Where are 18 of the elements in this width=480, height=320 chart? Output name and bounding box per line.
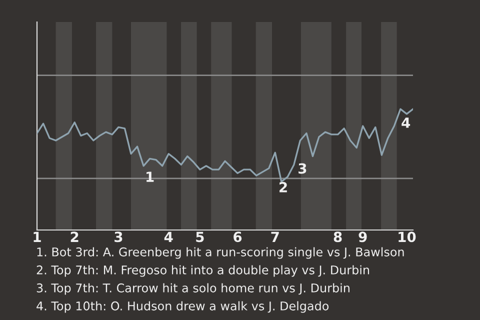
annotation: 4	[402, 118, 410, 128]
annotation: 2	[280, 182, 287, 192]
x-tick-label: 2	[70, 232, 78, 242]
x-tick-label: 6	[234, 232, 242, 242]
text: 3. Top 7th: T. Carrow hit a solo home run vs J. Durbin	[36, 283, 350, 295]
annotation: 3	[298, 163, 306, 174]
x-tick-label: 3	[114, 232, 122, 242]
x-tick-label: 8	[334, 232, 342, 242]
x-tick-label: 9	[358, 232, 367, 242]
annotation: 1	[146, 172, 154, 182]
x-tick-label: 7	[271, 232, 279, 242]
text: 2. Top 7th: M. Fregoso hit into a double play vs J. Durbin	[36, 265, 370, 277]
x-tick-label: 10	[398, 232, 416, 242]
x-tick-label: 5	[196, 232, 204, 242]
x-tick-label: 4	[164, 232, 173, 242]
text: 1. Bot 3rd: A. Greenberg hit a run-scoring single vs J. Bawlson	[37, 247, 404, 259]
text: 4. Top 10th: O. Hudson drew a walk vs J. Delgado	[36, 301, 329, 313]
x-tick-label: 1	[34, 232, 41, 242]
